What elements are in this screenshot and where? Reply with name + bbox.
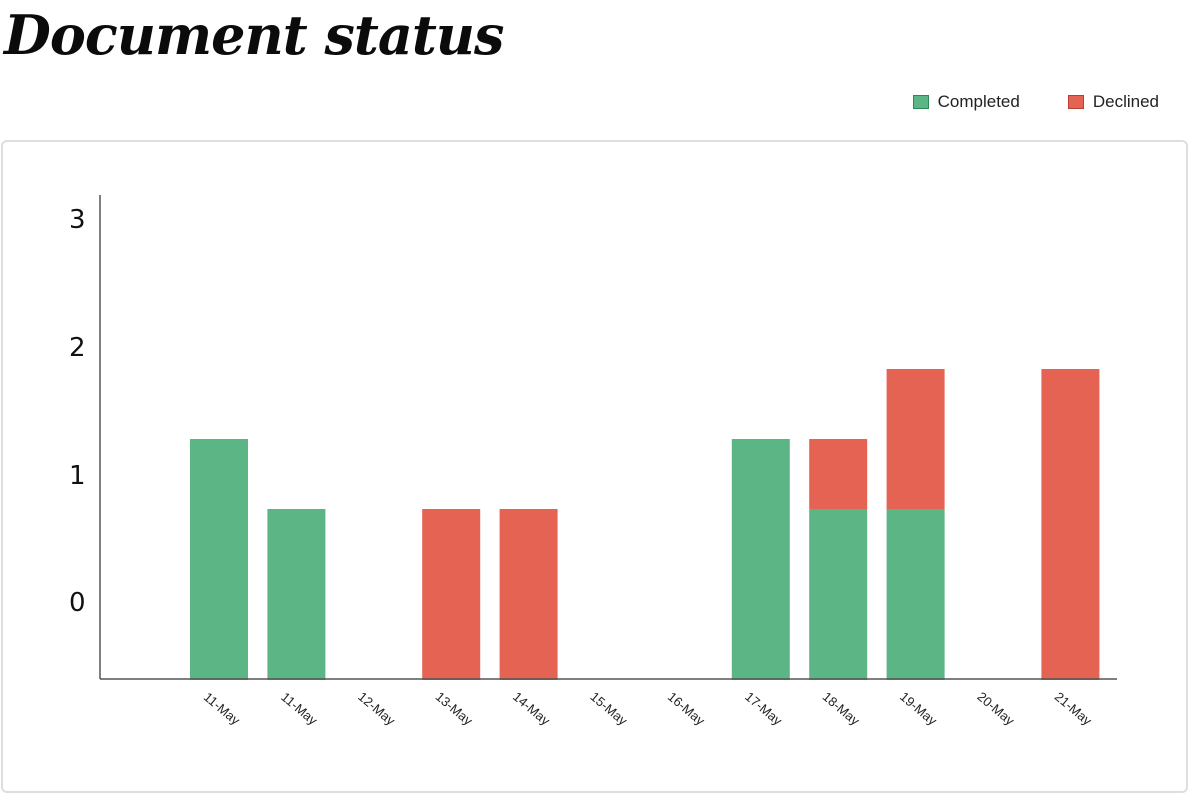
legend-swatch-completed [912,95,929,109]
x-tick-label: 16-May [665,689,708,729]
x-tick-label: 11-May [278,689,320,728]
x-tick-label: 19-May [897,689,940,729]
x-tick-label: 17-May [742,689,785,729]
bar-chart: 0 1 2 3 11-May 11-May 12-May 13-May 14-May 15-May… [69,195,1117,729]
bar-declined [886,369,945,509]
bar-completed [267,509,326,680]
y-tick-label: 2 [69,333,86,363]
bar-declined [422,509,481,680]
x-tick-label: 18-May [820,689,863,729]
chart-title: Document status [4,3,504,67]
legend-swatch-declined [1067,95,1084,109]
legend-label-completed: Completed [937,92,1020,111]
x-tick-label: 11-May [201,689,243,728]
y-tick-label: 3 [69,205,86,235]
bar-completed [190,439,248,680]
legend-item-declined[interactable]: Declined [1067,92,1159,112]
chart-legend: Completed Declined [865,92,1159,112]
y-tick-label: 0 [69,588,86,618]
bar-declined [1041,369,1100,680]
bar-declined [499,509,558,680]
chart-panel: 0 1 2 3 11-May 11-May 12-May 13-May 14-May 15-May… [1,140,1188,793]
legend-label-declined: Declined [1092,92,1159,111]
x-tick-label: 15-May [587,689,630,729]
bar-declined [809,439,868,509]
x-tick-label: 13-May [433,689,476,729]
bar-completed [731,439,790,680]
bar-completed [886,509,945,680]
x-tick-label: 14-May [510,689,553,729]
y-tick-label: 1 [69,461,86,491]
x-tick-label: 12-May [355,689,398,729]
legend-item-completed[interactable]: Completed [912,92,1020,112]
x-tick-label: 20-May [974,689,1017,729]
bar-completed [809,509,868,680]
x-tick-label: 21-May [1052,689,1095,729]
